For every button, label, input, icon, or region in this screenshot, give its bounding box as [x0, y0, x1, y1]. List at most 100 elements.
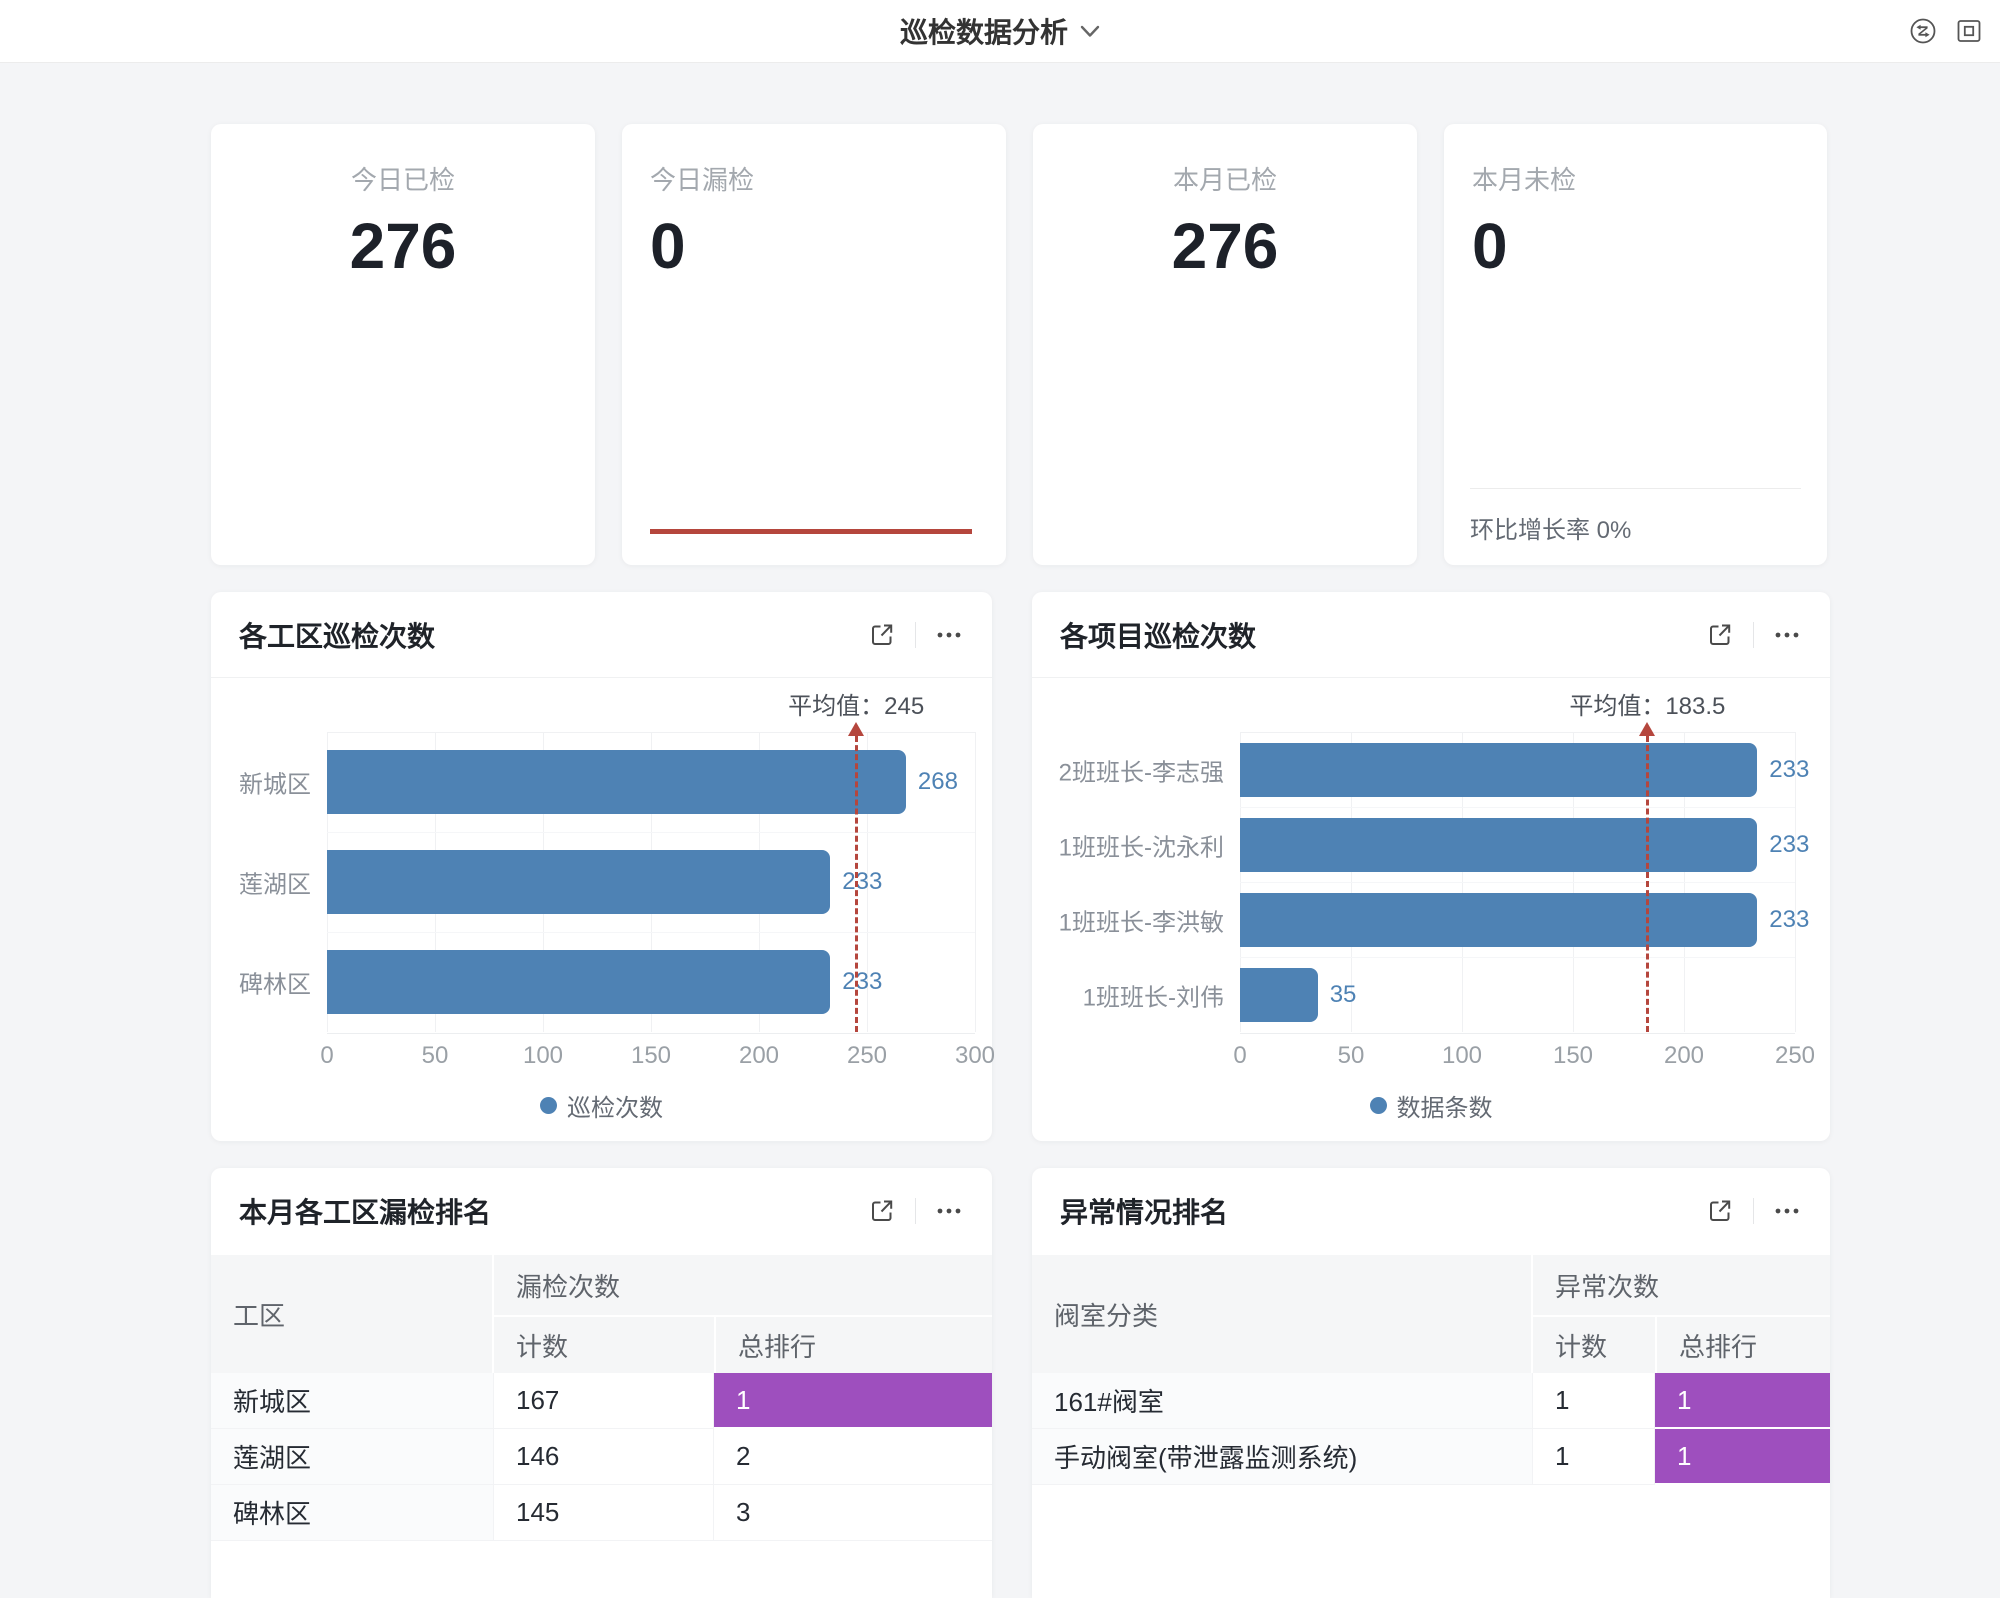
- bar-value-label: 233: [1769, 755, 1810, 783]
- sync-icon[interactable]: [1908, 16, 1938, 46]
- legend-item[interactable]: 巡检次数: [211, 1088, 992, 1123]
- more-icon[interactable]: [934, 1196, 964, 1226]
- stat-label: 本月已检: [1172, 165, 1277, 195]
- card-actions: [1705, 1196, 1802, 1226]
- bar[interactable]: [327, 850, 831, 914]
- card-header: 各工区巡检次数: [211, 592, 992, 678]
- more-icon[interactable]: [934, 620, 964, 650]
- axis-tick-label: 250: [846, 1042, 888, 1069]
- divider: [1753, 1198, 1754, 1224]
- card-actions: [1705, 620, 1802, 650]
- mom-growth-rate: 环比增长率 0%: [1470, 488, 1801, 565]
- export-icon[interactable]: [1705, 1196, 1735, 1226]
- table-row: 手动阀室(带泄露监测系统) 1 1: [1032, 1429, 1831, 1485]
- category-label: 碑林区: [239, 971, 311, 999]
- bar-value-label: 233: [1769, 905, 1810, 933]
- table-card-missed-ranking: 本月各工区漏检排名 工区 漏检次数: [211, 1168, 993, 1598]
- axis-tick-label: 50: [421, 1042, 449, 1069]
- stat-value: 276: [349, 210, 457, 282]
- screen-frame-icon[interactable]: [1954, 16, 1984, 46]
- bar-value-label: 268: [917, 768, 958, 795]
- more-icon[interactable]: [1772, 620, 1802, 650]
- export-icon[interactable]: [867, 1196, 897, 1226]
- row-name-cell: 碑林区: [211, 1485, 494, 1541]
- legend-item[interactable]: 数据条数: [1032, 1088, 1830, 1123]
- column-header: 工区: [211, 1255, 494, 1373]
- stat-card-today-missed: 今日漏检 0: [622, 124, 1006, 565]
- column-header: 计数: [494, 1317, 714, 1373]
- rank-cell: 1: [714, 1373, 993, 1429]
- table-title: 异常情况排名: [1060, 1197, 1229, 1228]
- rank-cell: 3: [714, 1485, 993, 1541]
- column-header: 总排行: [1655, 1317, 1831, 1373]
- card-actions: [867, 620, 964, 650]
- row-name-cell: 161#阀室: [1032, 1373, 1533, 1429]
- count-cell: 145: [494, 1485, 714, 1541]
- page-title: 巡检数据分析: [899, 17, 1069, 48]
- stat-card-month-inspected: 本月已检 276: [1033, 124, 1417, 565]
- dashboard-title-dropdown[interactable]: 巡检数据分析: [900, 0, 1100, 62]
- row-name-cell: 新城区: [211, 1373, 494, 1429]
- legend-label: 巡检次数: [567, 1095, 663, 1122]
- stat-label: 今日漏检: [650, 165, 755, 195]
- table-title: 本月各工区漏检排名: [239, 1197, 492, 1228]
- bar-chart: 0 50 100 150 200 250 2班班长-李志强 233 1班班长-沈永利 233 1班班…: [1032, 678, 1830, 1141]
- bar-value-label: 35: [1329, 980, 1357, 1008]
- average-line: [1646, 736, 1650, 1032]
- top-bar: 巡检数据分析: [0, 0, 2000, 63]
- bar-value-label: 233: [842, 968, 883, 995]
- chart-card-workarea-inspections: 各工区巡检次数 0 50 100 150 200 250 300 新城区 268 莲湖区 233 碑林…: [211, 592, 996, 1141]
- table-row: 161#阀室 1 1: [1032, 1373, 1831, 1429]
- chart-card-project-inspections: 各项目巡检次数 0 50 100 150 200 250 2班班长-李志强 233 1班班长-沈…: [1032, 592, 1830, 1141]
- category-label: 1班班长-李洪敏: [1058, 909, 1224, 936]
- gridline: [975, 732, 976, 1032]
- bar[interactable]: [1240, 742, 1758, 797]
- axis-tick-label: 300: [954, 1042, 996, 1069]
- bar[interactable]: [327, 750, 906, 814]
- table: 阀室分类 异常次数 计数 总排行 161#阀室 1 1 手动阀室(带泄露监测系统) 1 1: [1032, 1255, 1831, 1485]
- stat-card-today-inspected: 今日已检 276: [211, 124, 595, 565]
- axis-tick-label: 250: [1774, 1042, 1816, 1069]
- more-icon[interactable]: [1772, 1196, 1802, 1226]
- topbar-actions: [1908, 0, 1984, 62]
- legend-dot-icon: [1369, 1097, 1387, 1114]
- category-label: 新城区: [239, 771, 311, 799]
- card-actions: [867, 1196, 964, 1226]
- card-header: 各项目巡检次数: [1032, 592, 1830, 678]
- bar[interactable]: [1240, 967, 1318, 1022]
- chevron-down-icon: [1080, 25, 1100, 38]
- export-icon[interactable]: [867, 620, 897, 650]
- bar[interactable]: [1240, 892, 1758, 947]
- row-name-cell: 手动阀室(带泄露监测系统): [1032, 1429, 1533, 1485]
- chart-title: 各工区巡检次数: [239, 620, 436, 652]
- average-label: 平均值：245: [788, 693, 925, 720]
- axis-tick-label: 150: [1552, 1042, 1594, 1069]
- group-header: 漏检次数: [494, 1255, 993, 1317]
- legend-label: 数据条数: [1396, 1095, 1493, 1122]
- gridline: [867, 732, 868, 1032]
- row-separator: [1240, 807, 1795, 808]
- column-header: 总排行: [714, 1317, 993, 1373]
- gridline: [1795, 732, 1796, 1032]
- export-icon[interactable]: [1705, 620, 1735, 650]
- divider: [915, 1198, 916, 1224]
- axis-tick-label: 100: [1441, 1042, 1483, 1069]
- row-separator: [327, 932, 975, 933]
- column-header: 计数: [1533, 1317, 1655, 1373]
- group-header: 异常次数: [1533, 1255, 1831, 1317]
- category-label: 2班班长-李志强: [1058, 759, 1224, 786]
- stat-card-month-unchecked: 本月未检 0 环比增长率 0%: [1444, 124, 1827, 565]
- rank-cell: 1: [1655, 1429, 1831, 1485]
- bar[interactable]: [327, 950, 831, 1014]
- bar[interactable]: [1240, 817, 1758, 872]
- column-header: 阀室分类: [1032, 1255, 1533, 1373]
- stat-value: 276: [1171, 210, 1279, 282]
- card-header: 异常情况排名: [1032, 1168, 1830, 1254]
- average-arrow-icon: [1639, 722, 1656, 736]
- category-label: 莲湖区: [239, 871, 311, 899]
- category-label: 1班班长-沈永利: [1058, 834, 1224, 861]
- axis-tick-label: 150: [630, 1042, 672, 1069]
- row-separator: [1240, 882, 1795, 883]
- table-row: 新城区 167 1: [211, 1373, 993, 1429]
